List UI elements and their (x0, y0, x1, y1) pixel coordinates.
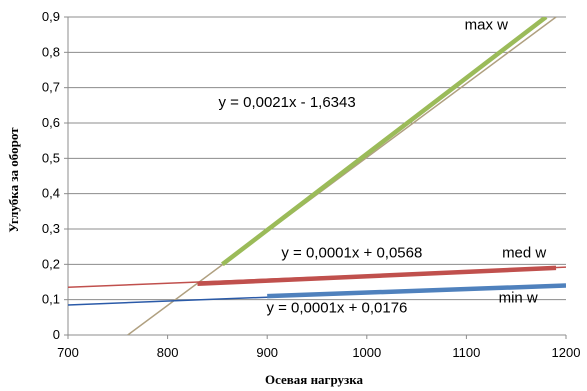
label-layer: Осевая нагрузка Углубка за оборот y = 0,… (6, 16, 546, 387)
y-axis-label: Углубка за оборот (6, 127, 21, 233)
y-tick-label: 0,1 (42, 292, 60, 307)
trendline-equation: y = 0,0001x + 0,0568 (281, 244, 422, 261)
y-tick-label: 0,7 (42, 80, 60, 95)
y-tick-label: 0,5 (42, 150, 60, 165)
plot-area (68, 17, 566, 335)
trendline-equation: y = 0,0001x + 0,0176 (266, 300, 407, 317)
series-line-med-w (197, 265, 557, 287)
y-tick-label: 0,4 (42, 186, 60, 201)
series-line-min-w (267, 283, 566, 299)
series-line-max-w (221, 17, 548, 267)
y-tick-label: 0,3 (42, 221, 60, 236)
trendline-equation: y = 0,0021x - 1,6343 (219, 94, 356, 111)
x-tick-label: 900 (256, 345, 278, 360)
y-tick-label: 0,2 (42, 256, 60, 271)
x-tick-label: 700 (57, 345, 79, 360)
series-label: max w (465, 16, 509, 33)
y-tick-label: 0,8 (42, 44, 60, 59)
x-axis-label: Осевая нагрузка (265, 372, 364, 387)
x-tick-label: 1100 (452, 345, 480, 360)
series-label: med w (502, 244, 546, 261)
y-tick-label: 0,6 (42, 115, 60, 130)
x-tick-label: 800 (157, 345, 179, 360)
axis-layer: 0 0,1 0,2 0,3 0,4 0,5 0,6 0,7 0,8 0,9 700 800 900 100… (42, 9, 581, 360)
y-tick-label: 0,9 (42, 9, 60, 24)
x-tick-label: 1200 (552, 345, 581, 360)
series-label: min w (499, 289, 538, 306)
series-layer (68, 17, 566, 335)
x-tick-label: 1000 (352, 345, 381, 360)
y-tick-label: 0 (53, 327, 60, 342)
